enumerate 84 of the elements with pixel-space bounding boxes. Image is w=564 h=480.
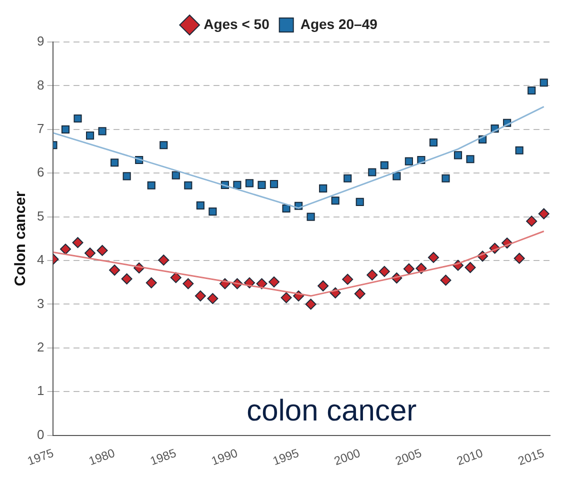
y-tick-label: 8	[36, 77, 44, 92]
legend-label: Ages < 50	[204, 16, 270, 32]
point	[526, 216, 538, 227]
point	[319, 184, 328, 192]
y-tick-label: 9	[36, 34, 44, 49]
y-tick-label: 3	[36, 296, 44, 311]
y-tick-label: 6	[36, 164, 44, 180]
x-tick-label: 2000	[332, 446, 362, 468]
point	[182, 278, 194, 290]
point	[356, 198, 364, 206]
x-tick-label: 1995	[270, 446, 302, 468]
point	[282, 204, 290, 213]
point	[74, 114, 82, 123]
point	[354, 288, 366, 300]
point	[378, 266, 390, 277]
point	[442, 174, 450, 182]
point	[233, 180, 242, 189]
point	[158, 254, 170, 266]
point	[147, 181, 156, 190]
point	[172, 171, 180, 180]
y-tick-label: 2	[36, 340, 44, 355]
point	[60, 244, 71, 255]
legend-label: Ages 20–49	[300, 16, 378, 32]
point	[528, 86, 536, 95]
point	[268, 276, 280, 288]
x-tick-label: 1980	[86, 446, 118, 468]
point	[464, 262, 476, 274]
point	[98, 127, 106, 136]
x-tick-label: 1975	[26, 446, 56, 468]
y-tick-label: 5	[36, 208, 44, 224]
point	[170, 272, 182, 284]
point	[440, 274, 452, 286]
x-tick-label: 2015	[516, 446, 546, 468]
point	[146, 277, 157, 288]
point	[392, 172, 401, 180]
point	[538, 208, 550, 220]
point	[428, 252, 439, 263]
x-tick-label: 1985	[148, 446, 178, 468]
point	[96, 244, 108, 256]
point	[160, 141, 168, 150]
x-tick-label: 2010	[454, 446, 485, 468]
y-tick-label: 7	[36, 120, 44, 136]
point	[515, 146, 524, 154]
point	[122, 172, 131, 180]
y-axis-title: Colon cancer	[12, 191, 30, 286]
point	[466, 155, 474, 164]
point	[540, 78, 548, 87]
point	[429, 138, 438, 147]
point	[454, 151, 462, 160]
point	[72, 237, 84, 248]
point	[208, 208, 217, 216]
point	[86, 131, 94, 140]
point	[256, 278, 268, 290]
point	[306, 212, 315, 221]
point	[514, 252, 525, 264]
point	[380, 161, 388, 170]
point	[404, 157, 413, 166]
point	[61, 125, 70, 134]
point	[245, 179, 254, 188]
x-tick-label: 1990	[210, 446, 240, 468]
point	[110, 158, 119, 167]
y-tick-label: 0	[36, 426, 44, 442]
point	[121, 273, 132, 284]
point	[207, 293, 218, 304]
point	[344, 174, 352, 182]
point	[366, 269, 378, 280]
x-tick-label: 2005	[394, 446, 424, 468]
point	[368, 168, 376, 176]
point	[196, 201, 204, 210]
point	[331, 196, 340, 205]
y-tick-label: 4	[36, 252, 44, 268]
y-tick-label: 1	[36, 383, 44, 398]
point	[184, 181, 192, 190]
point	[342, 274, 354, 285]
point	[318, 280, 329, 292]
point	[194, 290, 206, 302]
point	[84, 248, 96, 259]
point	[270, 180, 278, 188]
point	[109, 264, 120, 276]
annotation: colon cancer	[246, 394, 417, 428]
point	[403, 263, 414, 274]
point	[258, 180, 266, 189]
point	[305, 298, 316, 310]
point	[280, 292, 292, 304]
